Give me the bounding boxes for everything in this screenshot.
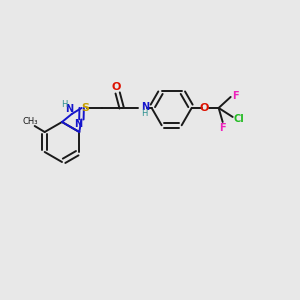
Text: H: H (141, 110, 147, 118)
Text: F: F (219, 123, 226, 133)
Text: N: N (65, 104, 73, 114)
Text: F: F (232, 91, 239, 101)
Text: N: N (141, 102, 149, 112)
Text: Cl: Cl (233, 114, 244, 124)
Text: H: H (61, 100, 67, 109)
Text: O: O (200, 103, 209, 113)
Text: S: S (82, 103, 90, 113)
Text: CH₃: CH₃ (23, 116, 38, 125)
Text: O: O (112, 82, 121, 92)
Text: N: N (74, 119, 83, 129)
